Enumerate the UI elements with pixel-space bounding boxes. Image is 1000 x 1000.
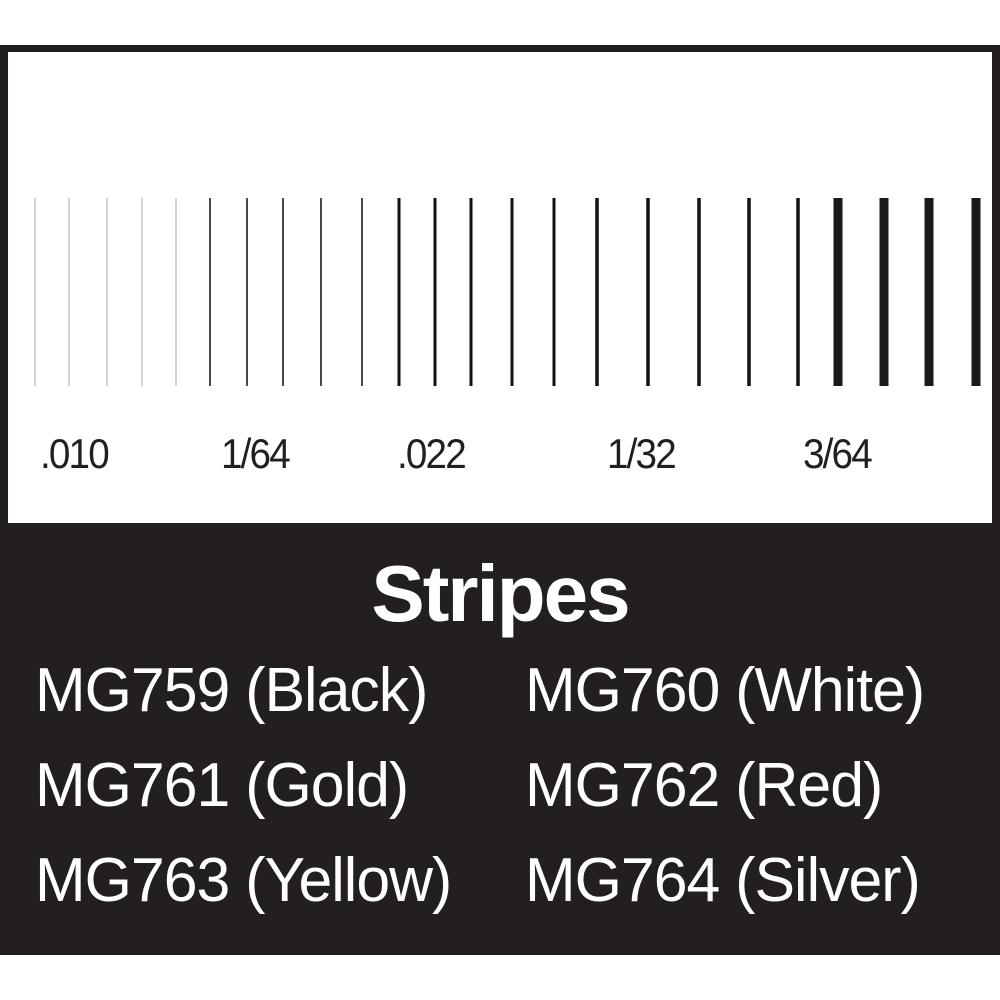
size-label-1-32: 1/32 [607, 430, 677, 477]
size-label-010: .010 [40, 430, 110, 477]
product-mg759: MG759 (Black) [35, 656, 428, 725]
stripe-sample [141, 198, 143, 386]
product-mg762: MG762 (Red) [525, 751, 883, 820]
stripe-sample [879, 198, 889, 386]
stripe-sample [510, 198, 514, 386]
stripe-sample [361, 198, 363, 386]
size-label-1-64: 1/64 [221, 430, 291, 477]
stripe-sample [833, 198, 843, 386]
stripe-sample [552, 198, 556, 386]
stripe-sample [747, 198, 751, 386]
product-mg764: MG764 (Silver) [525, 846, 921, 915]
stripe-sample [106, 198, 108, 386]
stripe-sample [282, 198, 284, 386]
stripe-sample [433, 198, 437, 386]
stripe-sample-panel [8, 52, 992, 523]
stripe-sample [68, 198, 70, 386]
stripe-sample [397, 198, 401, 386]
product-title: Stripes [371, 549, 630, 638]
size-label-022: .022 [397, 430, 467, 477]
product-mg763: MG763 (Yellow) [35, 846, 452, 915]
stripe-sample [246, 198, 248, 386]
product-mg761: MG761 (Gold) [35, 751, 409, 820]
stripe-sample [320, 198, 322, 386]
size-label-3-64: 3/64 [803, 430, 873, 477]
product-mg760: MG760 (White) [525, 656, 925, 725]
stripe-sample [697, 198, 701, 386]
stripe-sample [34, 198, 36, 386]
stripe-sample [595, 198, 599, 386]
stripe-sample [175, 198, 177, 386]
stripe-sample [971, 198, 981, 386]
stripe-sample [469, 198, 473, 386]
stripe-sample [646, 198, 650, 386]
stripe-sample [924, 198, 934, 386]
stripe-sample [209, 198, 211, 386]
stripe-sample [796, 198, 800, 386]
